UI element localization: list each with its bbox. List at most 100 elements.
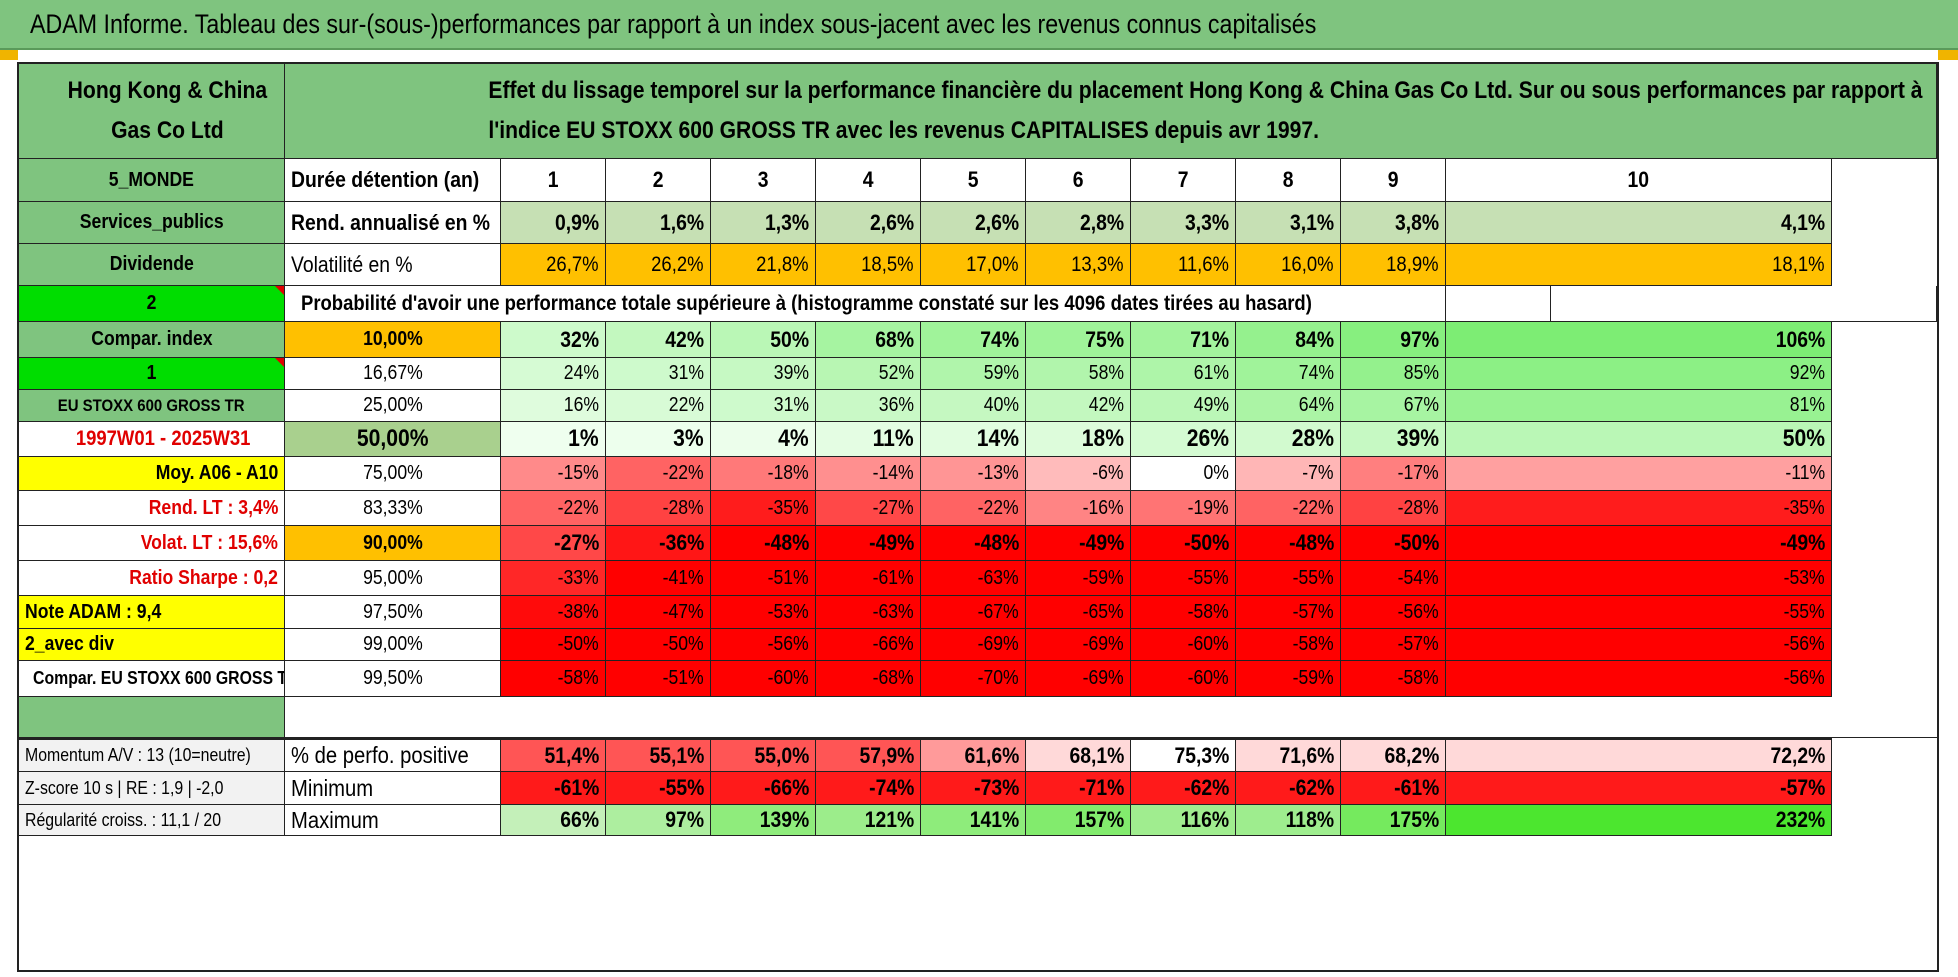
perfo-positive-year-3: 55,0% — [711, 738, 816, 772]
vol-year-8: 16,0% — [1236, 244, 1341, 286]
minimum-year-9-text: -61% — [1393, 775, 1439, 800]
year-9: 9 — [1341, 159, 1446, 202]
quantile-10-year-1-text: -50% — [557, 633, 599, 655]
quantile-5-year-7-text: 0% — [1203, 462, 1229, 484]
quantile-3-year-9-text: 67% — [1403, 394, 1439, 416]
quantile-label-5: 75,00% — [285, 457, 501, 491]
quantile-1-year-9: 97% — [1341, 322, 1446, 358]
asset-name: Hong Kong & China Gas Co Ltd — [19, 64, 285, 159]
perfo-positive-year-7: 75,3% — [1131, 738, 1236, 772]
quantile-11-year-3: -60% — [711, 661, 816, 697]
quantile-7-year-8-text: -48% — [1288, 530, 1334, 555]
quantile-9-year-5: -67% — [921, 596, 1026, 629]
quantile-4-year-7-text: 26% — [1186, 425, 1229, 452]
quantile-11-year-1: -58% — [501, 661, 606, 697]
quantile-7-year-2: -36% — [606, 526, 711, 561]
vol-year-9-text: 18,9% — [1386, 252, 1439, 276]
quantile-label-8: 95,00% — [285, 561, 501, 596]
quantile-5-year-6: -6% — [1026, 457, 1131, 491]
minimum-label-text: Minimum — [291, 774, 374, 801]
quantile-4-year-5: 14% — [921, 422, 1026, 457]
vol-year-9: 18,9% — [1341, 244, 1446, 286]
avec-div-label-text: 2_avec div — [25, 633, 115, 655]
vol-year-8-text: 16,0% — [1281, 252, 1334, 276]
quantile-10-year-4: -66% — [816, 629, 921, 661]
vol-year-7-text: 11,6% — [1177, 252, 1229, 276]
comment-marker — [275, 286, 284, 295]
quantile-5-year-8: -7% — [1236, 457, 1341, 491]
rend-year-8: 3,1% — [1236, 202, 1341, 244]
rend-year-2: 1,6% — [606, 202, 711, 244]
quantile-1-year-2-text: 42% — [665, 326, 704, 352]
perfo-positive-year-6-text: 68,1% — [1069, 742, 1124, 768]
dividend-label-text: Dividende — [109, 253, 194, 275]
separator-green — [19, 697, 285, 738]
quantile-6-year-5-text: -22% — [977, 496, 1019, 519]
quantile-2-year-2-text: 31% — [668, 362, 704, 384]
quantile-11-year-2-text: -51% — [662, 667, 704, 689]
vol-year-4: 18,5% — [816, 244, 921, 286]
quantile-8-year-6: -59% — [1026, 561, 1131, 596]
zscore-label-text: Z-score 10 s | RE : 1,9 | -2,0 — [25, 777, 224, 798]
quantile-3-year-8-text: 64% — [1298, 394, 1334, 416]
right-accent — [1938, 50, 1958, 60]
quantile-4-year-10: 50% — [1446, 422, 1832, 457]
quantile-6-year-4: -27% — [816, 491, 921, 526]
quantile-4-year-3-text: 4% — [778, 425, 809, 452]
quantile-4-year-4-text: 11% — [872, 425, 914, 452]
rend-lt-label-text: Rend. LT : 3,4% — [148, 496, 278, 519]
quantile-3-year-10-text: 81% — [1789, 394, 1825, 416]
quantile-8-year-5-text: -63% — [977, 566, 1019, 589]
quantile-6-year-8-text: -22% — [1292, 496, 1334, 519]
rend-year-6-text: 2,8% — [1079, 209, 1124, 235]
quantile-1-year-1-text: 32% — [560, 326, 599, 352]
quantile-label-4: 50,00% — [285, 422, 501, 457]
year-4: 4 — [816, 159, 921, 202]
year-1: 1 — [501, 159, 606, 202]
quantile-5-year-3-text: -18% — [767, 462, 809, 484]
quantile-7-year-10: -49% — [1446, 526, 1832, 561]
rend-year-10: 4,1% — [1446, 202, 1832, 244]
rend-label: Rend. annualisé en % — [285, 202, 501, 244]
quantile-10-year-5-text: -69% — [977, 633, 1019, 655]
quantile-6-year-4-text: -27% — [872, 496, 914, 519]
volat-lt-label: Volat. LT : 15,6% — [19, 526, 285, 561]
quantile-4-year-2-text: 3% — [673, 425, 704, 452]
maximum-year-5: 141% — [921, 805, 1026, 836]
quantile-2-year-4: 52% — [816, 358, 921, 390]
quantile-10-year-9-text: -57% — [1397, 633, 1439, 655]
quantile-9-year-2: -47% — [606, 596, 711, 629]
vol-year-3-text: 21,8% — [756, 252, 809, 276]
quantile-4-year-10-text: 50% — [1782, 425, 1825, 452]
asset-name-text: Hong Kong & China Gas Co Ltd — [67, 77, 268, 144]
quantile-3-year-4-text: 36% — [878, 394, 914, 416]
quantile-11-year-9-text: -58% — [1397, 667, 1439, 689]
year-9-text: 9 — [1387, 167, 1399, 192]
period-label: 1997W01 - 2025W31 — [19, 422, 285, 457]
quantile-3-year-6: 42% — [1026, 390, 1131, 422]
year-5-text: 5 — [967, 167, 979, 192]
quantile-label-11: 99,50% — [285, 661, 501, 697]
quantile-5-year-4-text: -14% — [872, 462, 914, 484]
quantile-9-year-7: -58% — [1131, 596, 1236, 629]
quantile-10-year-2: -50% — [606, 629, 711, 661]
zscore-label: Z-score 10 s | RE : 1,9 | -2,0 — [19, 772, 285, 805]
quantile-8-year-7: -55% — [1131, 561, 1236, 596]
quantile-11-year-8-text: -59% — [1292, 667, 1334, 689]
quantile-4-year-6: 18% — [1026, 422, 1131, 457]
quantile-11-year-5: -70% — [921, 661, 1026, 697]
quantile-11-year-3-text: -60% — [767, 667, 809, 689]
vol-year-5-text: 17,0% — [966, 252, 1019, 276]
probability-caption-text: Probabilité d'avoir une performance tota… — [301, 291, 1312, 315]
perfo-positive-year-6: 68,1% — [1026, 738, 1131, 772]
quantile-9-year-3: -53% — [711, 596, 816, 629]
rend-year-5: 2,6% — [921, 202, 1026, 244]
rend-year-9: 3,8% — [1341, 202, 1446, 244]
quantile-2-year-6: 58% — [1026, 358, 1131, 390]
quantile-8-year-8: -55% — [1236, 561, 1341, 596]
maximum-year-6-text: 157% — [1074, 807, 1124, 832]
quantile-9-year-2-text: -47% — [662, 600, 704, 623]
quantile-2-year-3-text: 39% — [773, 362, 809, 384]
vol-year-4-text: 18,5% — [861, 252, 914, 276]
moy-label-text: Moy. A06 - A10 — [155, 462, 278, 484]
